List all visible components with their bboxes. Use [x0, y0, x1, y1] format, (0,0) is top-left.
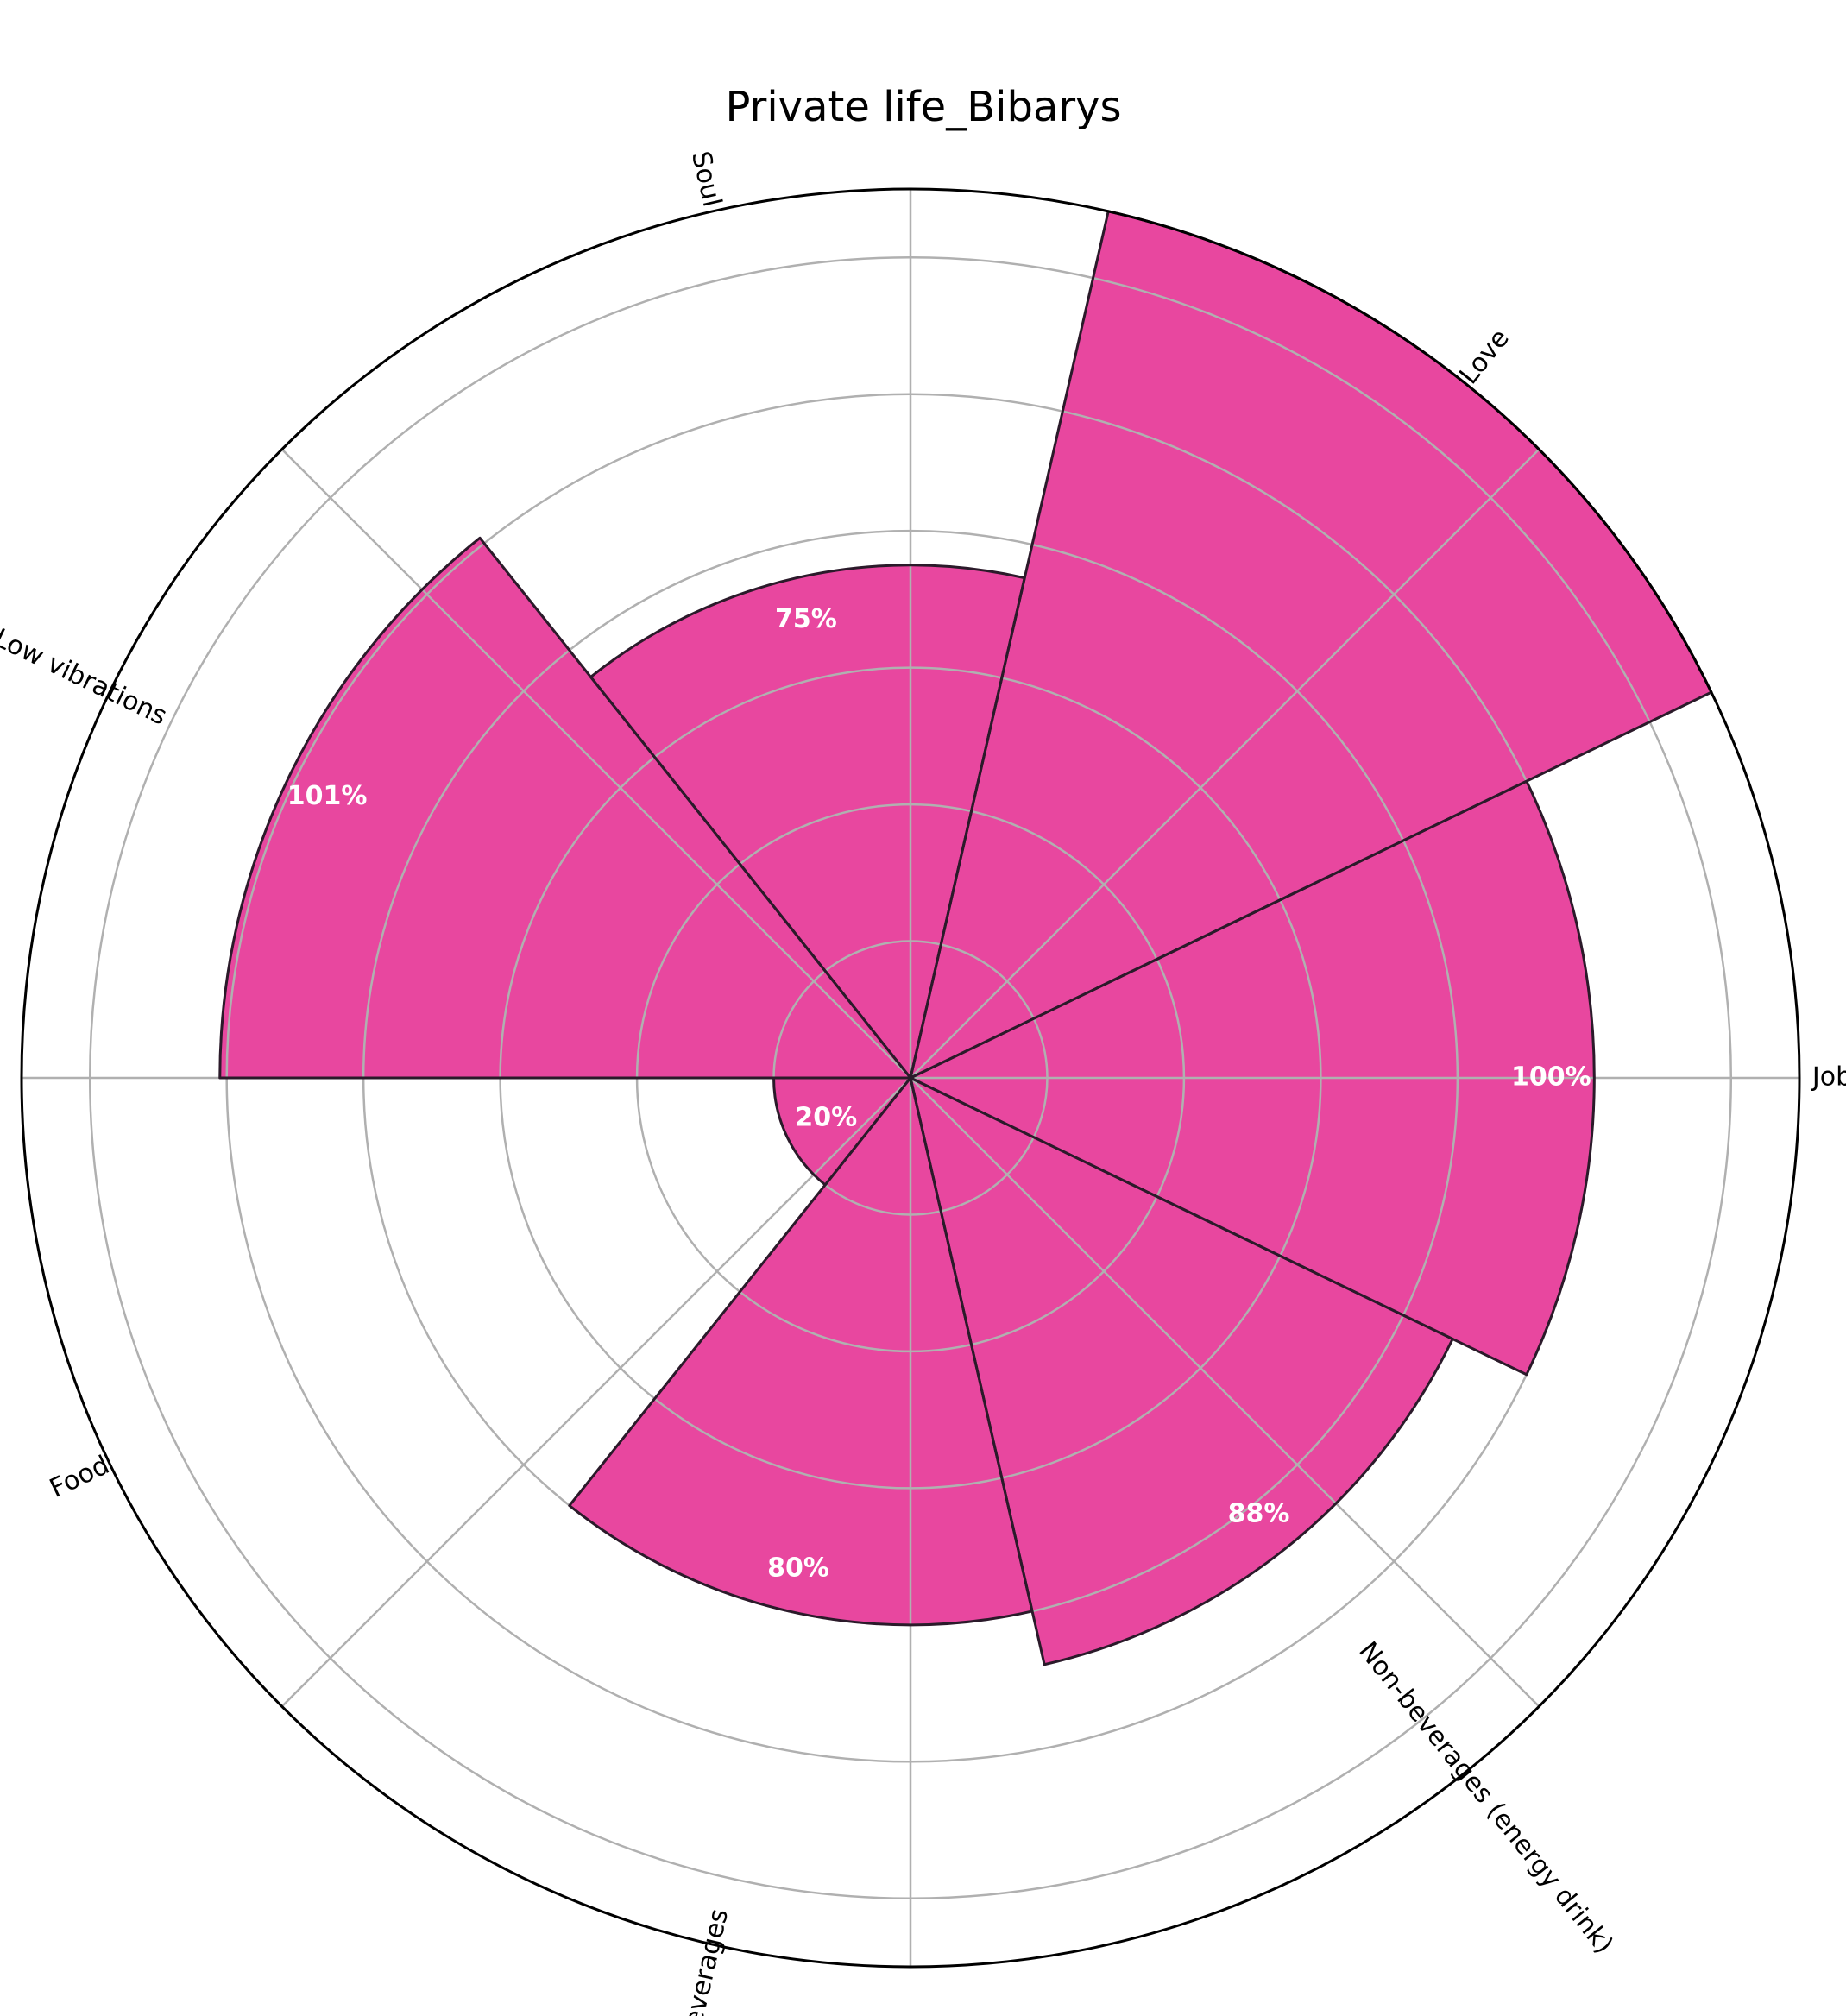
value-label-soul: 75%: [775, 604, 837, 634]
category-label-food: Food: [45, 1450, 114, 1504]
angular-gridline: [910, 1077, 1540, 1708]
bar-food: [773, 1078, 910, 1185]
bar-love: [910, 211, 1711, 1079]
category-label-job: Job: [1811, 1062, 1846, 1093]
bar-soul: [590, 564, 1025, 1078]
value-label-beverages: 80%: [767, 1553, 829, 1584]
value-label-job: 100%: [1511, 1062, 1591, 1093]
bar-edge-non-beverages-energy-drink: [909, 1076, 1454, 1666]
bar-low-vibrations: [219, 538, 910, 1078]
category-label-non-beverages-energy-drink: Non-beverages (energy drink): [1352, 1636, 1619, 1960]
bar-edge-job: [909, 779, 1596, 1377]
category-label-beverages: Beverages: [675, 1906, 735, 2016]
angular-gridline: [280, 1077, 911, 1708]
value-label-non-beverages-energy-drink: 88%: [1228, 1499, 1290, 1529]
angular-gridline: [910, 448, 1540, 1079]
angular-gridline: [280, 448, 911, 1079]
value-label-food: 20%: [795, 1103, 857, 1133]
category-label-soul: Soul: [685, 148, 728, 210]
polar-frame: [20, 187, 1801, 1969]
bar-edge-food: [772, 1076, 912, 1187]
category-label-low-vibrations: Low vibrations: [0, 623, 172, 732]
value-label-low-vibrations: 101%: [287, 781, 368, 811]
bar-non-beverages-energy-drink: [910, 1078, 1453, 1665]
bar-edge-beverages: [568, 1076, 1034, 1627]
bar-edge-soul: [589, 564, 1026, 1080]
chart-title: Private life_Bibarys: [726, 83, 1122, 131]
bar-edge-low-vibrations: [218, 536, 912, 1080]
